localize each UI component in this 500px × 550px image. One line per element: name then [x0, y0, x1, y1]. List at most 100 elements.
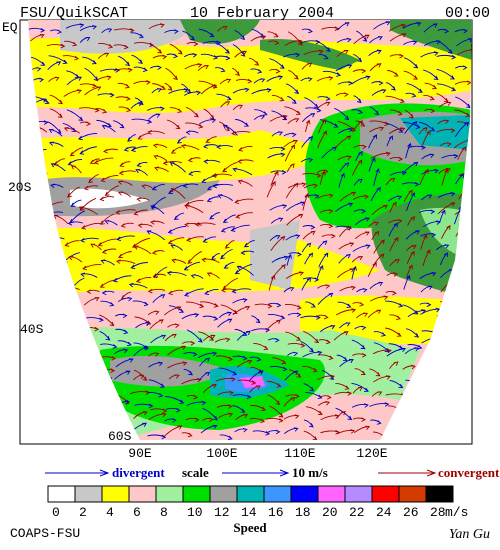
wind-arrow — [436, 68, 455, 80]
wind-arrow — [403, 122, 421, 129]
wind-arrow — [455, 173, 465, 185]
wind-arrow — [420, 285, 433, 293]
wind-arrow — [148, 352, 160, 357]
wind-arrow — [234, 198, 254, 205]
wind-arrow — [206, 196, 219, 203]
wind-arrow — [470, 179, 472, 188]
wind-arrow — [232, 67, 240, 77]
wind-arrow — [117, 180, 133, 186]
wind-arrow — [320, 394, 332, 400]
wind-arrow — [251, 88, 272, 95]
colorbar-box — [155, 485, 184, 503]
wind-arrow — [202, 236, 216, 243]
wind-arrow — [419, 121, 436, 132]
wind-arrow — [368, 134, 377, 149]
wind-arrow — [301, 28, 313, 34]
colorbar-tick-label: 14 — [241, 505, 257, 520]
wind-arrow — [190, 274, 204, 279]
wind-arrow — [166, 119, 181, 130]
wind-arrow — [218, 311, 232, 319]
wind-arrow — [267, 152, 286, 159]
wind-arrow — [319, 223, 334, 229]
wind-arrow — [165, 67, 178, 81]
wind-arrow — [388, 127, 406, 135]
wind-arrow — [133, 80, 151, 85]
wind-arrow — [437, 28, 450, 34]
wind-arrow — [389, 33, 407, 42]
wind-arrow — [149, 44, 163, 54]
wind-arrow — [170, 187, 186, 200]
wind-arrow — [402, 182, 420, 187]
wind-arrow — [288, 69, 299, 80]
wind-arrow — [223, 261, 235, 269]
wind-arrow — [283, 132, 297, 138]
wind-arrow — [187, 250, 202, 264]
colorbar-tick-label: 10 — [187, 505, 203, 520]
wind-arrow — [371, 80, 384, 86]
wind-arrow — [266, 180, 276, 198]
wind-arrow — [317, 284, 331, 289]
wind-arrow — [198, 331, 215, 341]
wind-arrow — [316, 101, 331, 110]
wind-arrow — [373, 168, 380, 187]
wind-arrow — [183, 53, 198, 58]
wind-arrow — [168, 374, 180, 380]
wind-arrow — [120, 222, 134, 228]
wind-arrow — [385, 300, 404, 308]
wind-arrow — [454, 80, 472, 86]
wind-arrow — [147, 434, 167, 440]
wind-arrow — [287, 312, 302, 318]
wind-arrow — [286, 253, 292, 266]
wind-arrow — [147, 288, 166, 294]
wind-arrow — [117, 82, 130, 89]
wind-arrow — [181, 377, 202, 385]
wind-arrow — [302, 172, 322, 178]
wind-arrow — [338, 225, 352, 238]
wind-arrow — [151, 88, 162, 94]
wind-arrow — [181, 432, 193, 438]
wind-arrow — [373, 331, 386, 337]
scale-label: scale — [182, 465, 209, 480]
wind-arrow — [206, 183, 220, 191]
wind-arrow — [388, 219, 403, 224]
wind-arrow — [351, 403, 369, 408]
wind-arrow — [198, 351, 218, 359]
wind-arrow — [474, 234, 489, 240]
wind-arrow — [454, 109, 471, 118]
wind-arrow — [115, 358, 134, 368]
wind-arrow — [63, 89, 82, 97]
wind-arrow — [248, 57, 260, 66]
wind-arrow — [285, 331, 302, 341]
wind-arrow — [372, 348, 392, 355]
wind-arrow — [283, 52, 301, 58]
wind-arrow — [335, 308, 357, 316]
wind-arrow — [186, 236, 204, 243]
colorbar-box — [182, 485, 211, 503]
wind-arrow — [370, 419, 382, 425]
wind-arrow — [454, 121, 469, 137]
wind-arrow — [316, 169, 329, 174]
wind-arrow — [84, 67, 99, 82]
wind-arrow — [224, 240, 235, 249]
wind-arrow — [321, 146, 337, 159]
wind-arrow — [234, 30, 246, 41]
wind-arrow — [170, 146, 182, 154]
wind-arrow — [420, 232, 437, 238]
arrow-head — [426, 469, 437, 477]
wind-arrow — [117, 296, 133, 302]
wind-arrow — [284, 370, 299, 381]
wind-arrow — [166, 270, 187, 277]
wind-arrow — [303, 49, 324, 56]
wind-arrow — [317, 374, 335, 381]
wind-arrow — [49, 108, 63, 118]
wind-arrow — [303, 330, 320, 344]
wind-arrow — [422, 249, 431, 267]
wind-arrow — [47, 61, 62, 71]
wind-arrow — [232, 305, 251, 316]
wind-arrow — [201, 257, 220, 264]
wind-arrow — [215, 377, 236, 382]
wind-arrow — [407, 309, 427, 317]
wind-arrow — [405, 328, 420, 338]
lat-label: 40S — [20, 322, 44, 337]
wind-arrow — [67, 221, 84, 226]
